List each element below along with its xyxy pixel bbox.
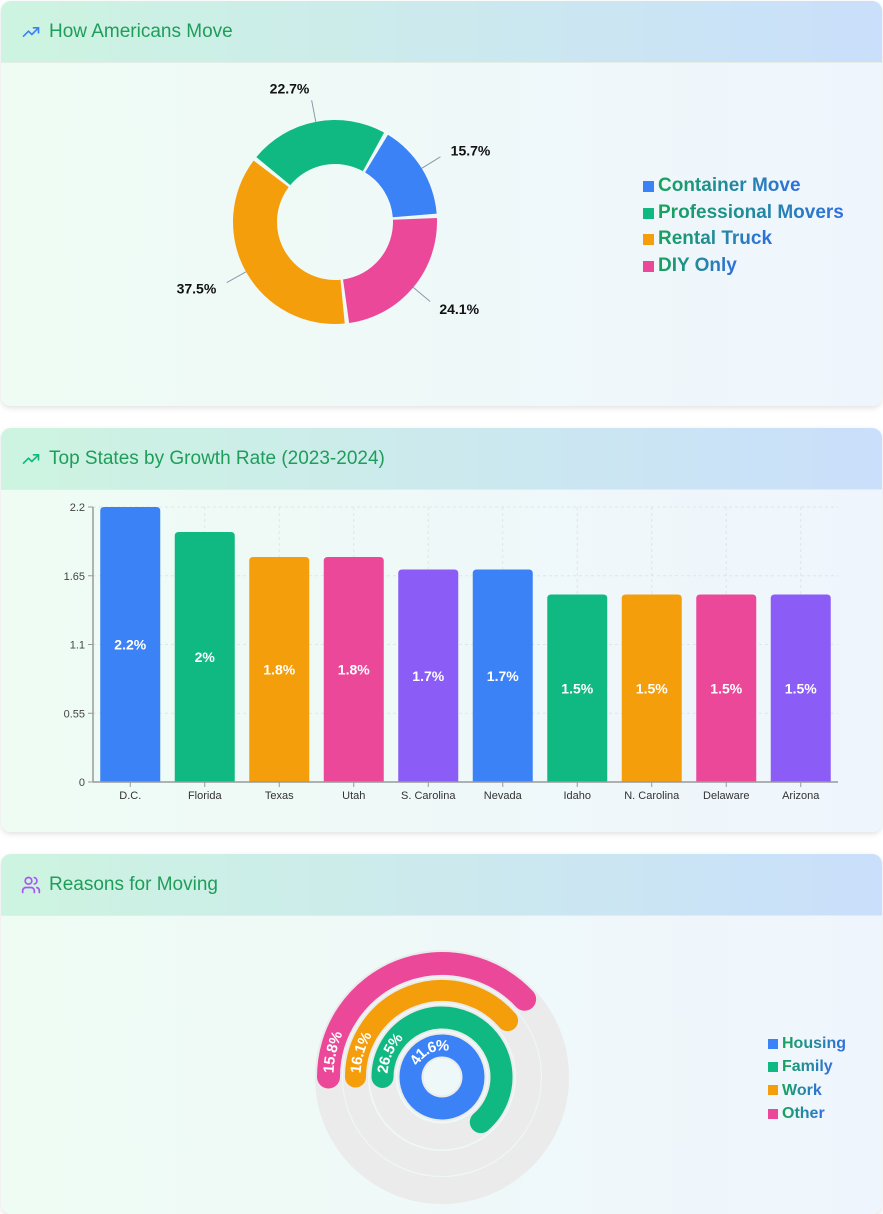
bar (398, 569, 459, 782)
legend-label: Rental Truck (658, 226, 772, 253)
leader-line (311, 100, 317, 122)
x-tick-label: Florida (188, 790, 223, 802)
legend-label: Container Move (658, 173, 801, 200)
donut-slice (233, 160, 345, 324)
legend-item: Other (768, 1102, 846, 1125)
y-tick-label: 0 (79, 777, 85, 789)
radial-bar (399, 1034, 485, 1120)
y-tick-label: 1.1 (70, 640, 85, 652)
x-tick-label: Idaho (563, 790, 591, 802)
card-header: Reasons for Moving (1, 854, 882, 916)
slice-label: 24.1% (439, 301, 479, 317)
legend-item: Professional Movers (643, 200, 844, 227)
legend-label: DIY Only (658, 253, 737, 280)
bar-chart: 0 0.55 1.1 1.65 2.2 2.2% D.C. 2% Florida 1.8% Texa… (64, 502, 838, 802)
bar (100, 507, 161, 782)
legend-swatch (643, 207, 654, 219)
bar-value-label: 1.7% (412, 668, 444, 684)
bar-value-label: 1.5% (636, 680, 668, 696)
legend-swatch (768, 1085, 778, 1096)
trending-up-icon (21, 22, 41, 42)
bar (770, 594, 831, 782)
y-tick-label: 2.2 (70, 502, 85, 514)
legend-item: Work (768, 1079, 846, 1102)
legend-swatch (768, 1038, 778, 1049)
x-tick-label: S. Carolina (401, 790, 456, 802)
legend-label: Housing (782, 1032, 846, 1055)
x-tick-label: N. Carolina (624, 790, 680, 802)
legend-item: Housing (768, 1032, 846, 1055)
slice-label: 15.7% (451, 142, 491, 158)
legend-item: Container Move (643, 173, 844, 200)
bar-value-label: 1.5% (785, 680, 817, 696)
legend-item: DIY Only (643, 253, 844, 280)
legend-swatch (643, 260, 654, 272)
legend-item: Family (768, 1055, 846, 1078)
users-icon (21, 875, 41, 895)
donut-slice (256, 120, 385, 186)
bar (174, 532, 235, 782)
legend-label: Professional Movers (658, 200, 844, 227)
bar-value-label: 2% (195, 649, 216, 665)
leader-line (226, 271, 247, 283)
bar (547, 594, 608, 782)
legend-swatch (643, 234, 654, 246)
reasons-card: Reasons for Moving 41.6% 26.5% 16.1% 15.8% … (1, 854, 882, 1214)
legend-item: Rental Truck (643, 226, 844, 253)
card-header: How Americans Move (1, 1, 882, 63)
legend-label: Family (782, 1055, 833, 1078)
card-title: Reasons for Moving (49, 873, 218, 895)
radial-legend: Housing Family Work Other (768, 1032, 846, 1125)
legend-swatch (643, 180, 654, 192)
legend-label: Other (782, 1102, 825, 1125)
bar-value-label: 2.2% (114, 637, 146, 653)
donut-slice (365, 134, 437, 218)
x-tick-label: D.C. (119, 790, 141, 802)
x-tick-label: Nevada (484, 790, 523, 802)
radial-bar (317, 952, 537, 1089)
card-title: Top States by Growth Rate (2023-2024) (49, 447, 385, 469)
radial-bar (371, 1006, 513, 1134)
legend-label: Work (782, 1079, 822, 1102)
bar-value-label: 1.5% (710, 680, 742, 696)
bar (621, 594, 682, 782)
donut-legend: Container Move Professional Movers Rental … (643, 173, 844, 280)
radial-bar-chart: 41.6%26.5%16.1%15.8% (315, 950, 569, 1204)
trending-up-icon (21, 449, 41, 469)
bar-value-label: 1.8% (263, 662, 295, 678)
leader-line (412, 287, 431, 302)
slice-label: 37.5% (177, 280, 217, 296)
x-tick-label: Delaware (703, 790, 749, 802)
y-tick-label: 1.65 (64, 571, 85, 583)
legend-swatch (768, 1061, 778, 1072)
legend-swatch (768, 1108, 778, 1119)
radial-bar (345, 980, 519, 1088)
y-tick-label: 0.55 (64, 708, 85, 720)
x-tick-label: Arizona (782, 790, 820, 802)
bar (472, 569, 533, 782)
bar-value-label: 1.8% (338, 662, 370, 678)
card-header: Top States by Growth Rate (2023-2024) (1, 428, 882, 490)
x-tick-label: Texas (265, 790, 294, 802)
donut-chart: 15.7% 24.1% 37.5% 22.7% (177, 80, 491, 324)
how-americans-move-card: How Americans Move 15.7% 24.1% 37.5% 22.7% … (1, 1, 882, 406)
leader-line (421, 156, 441, 169)
slice-label: 22.7% (270, 80, 310, 96)
bar (696, 594, 757, 782)
bar (249, 557, 310, 782)
bar-value-label: 1.5% (561, 680, 593, 696)
bar-value-label: 1.7% (487, 668, 519, 684)
x-tick-label: Utah (342, 790, 365, 802)
bar (323, 557, 384, 782)
card-title: How Americans Move (49, 20, 233, 42)
donut-slice (343, 218, 437, 324)
